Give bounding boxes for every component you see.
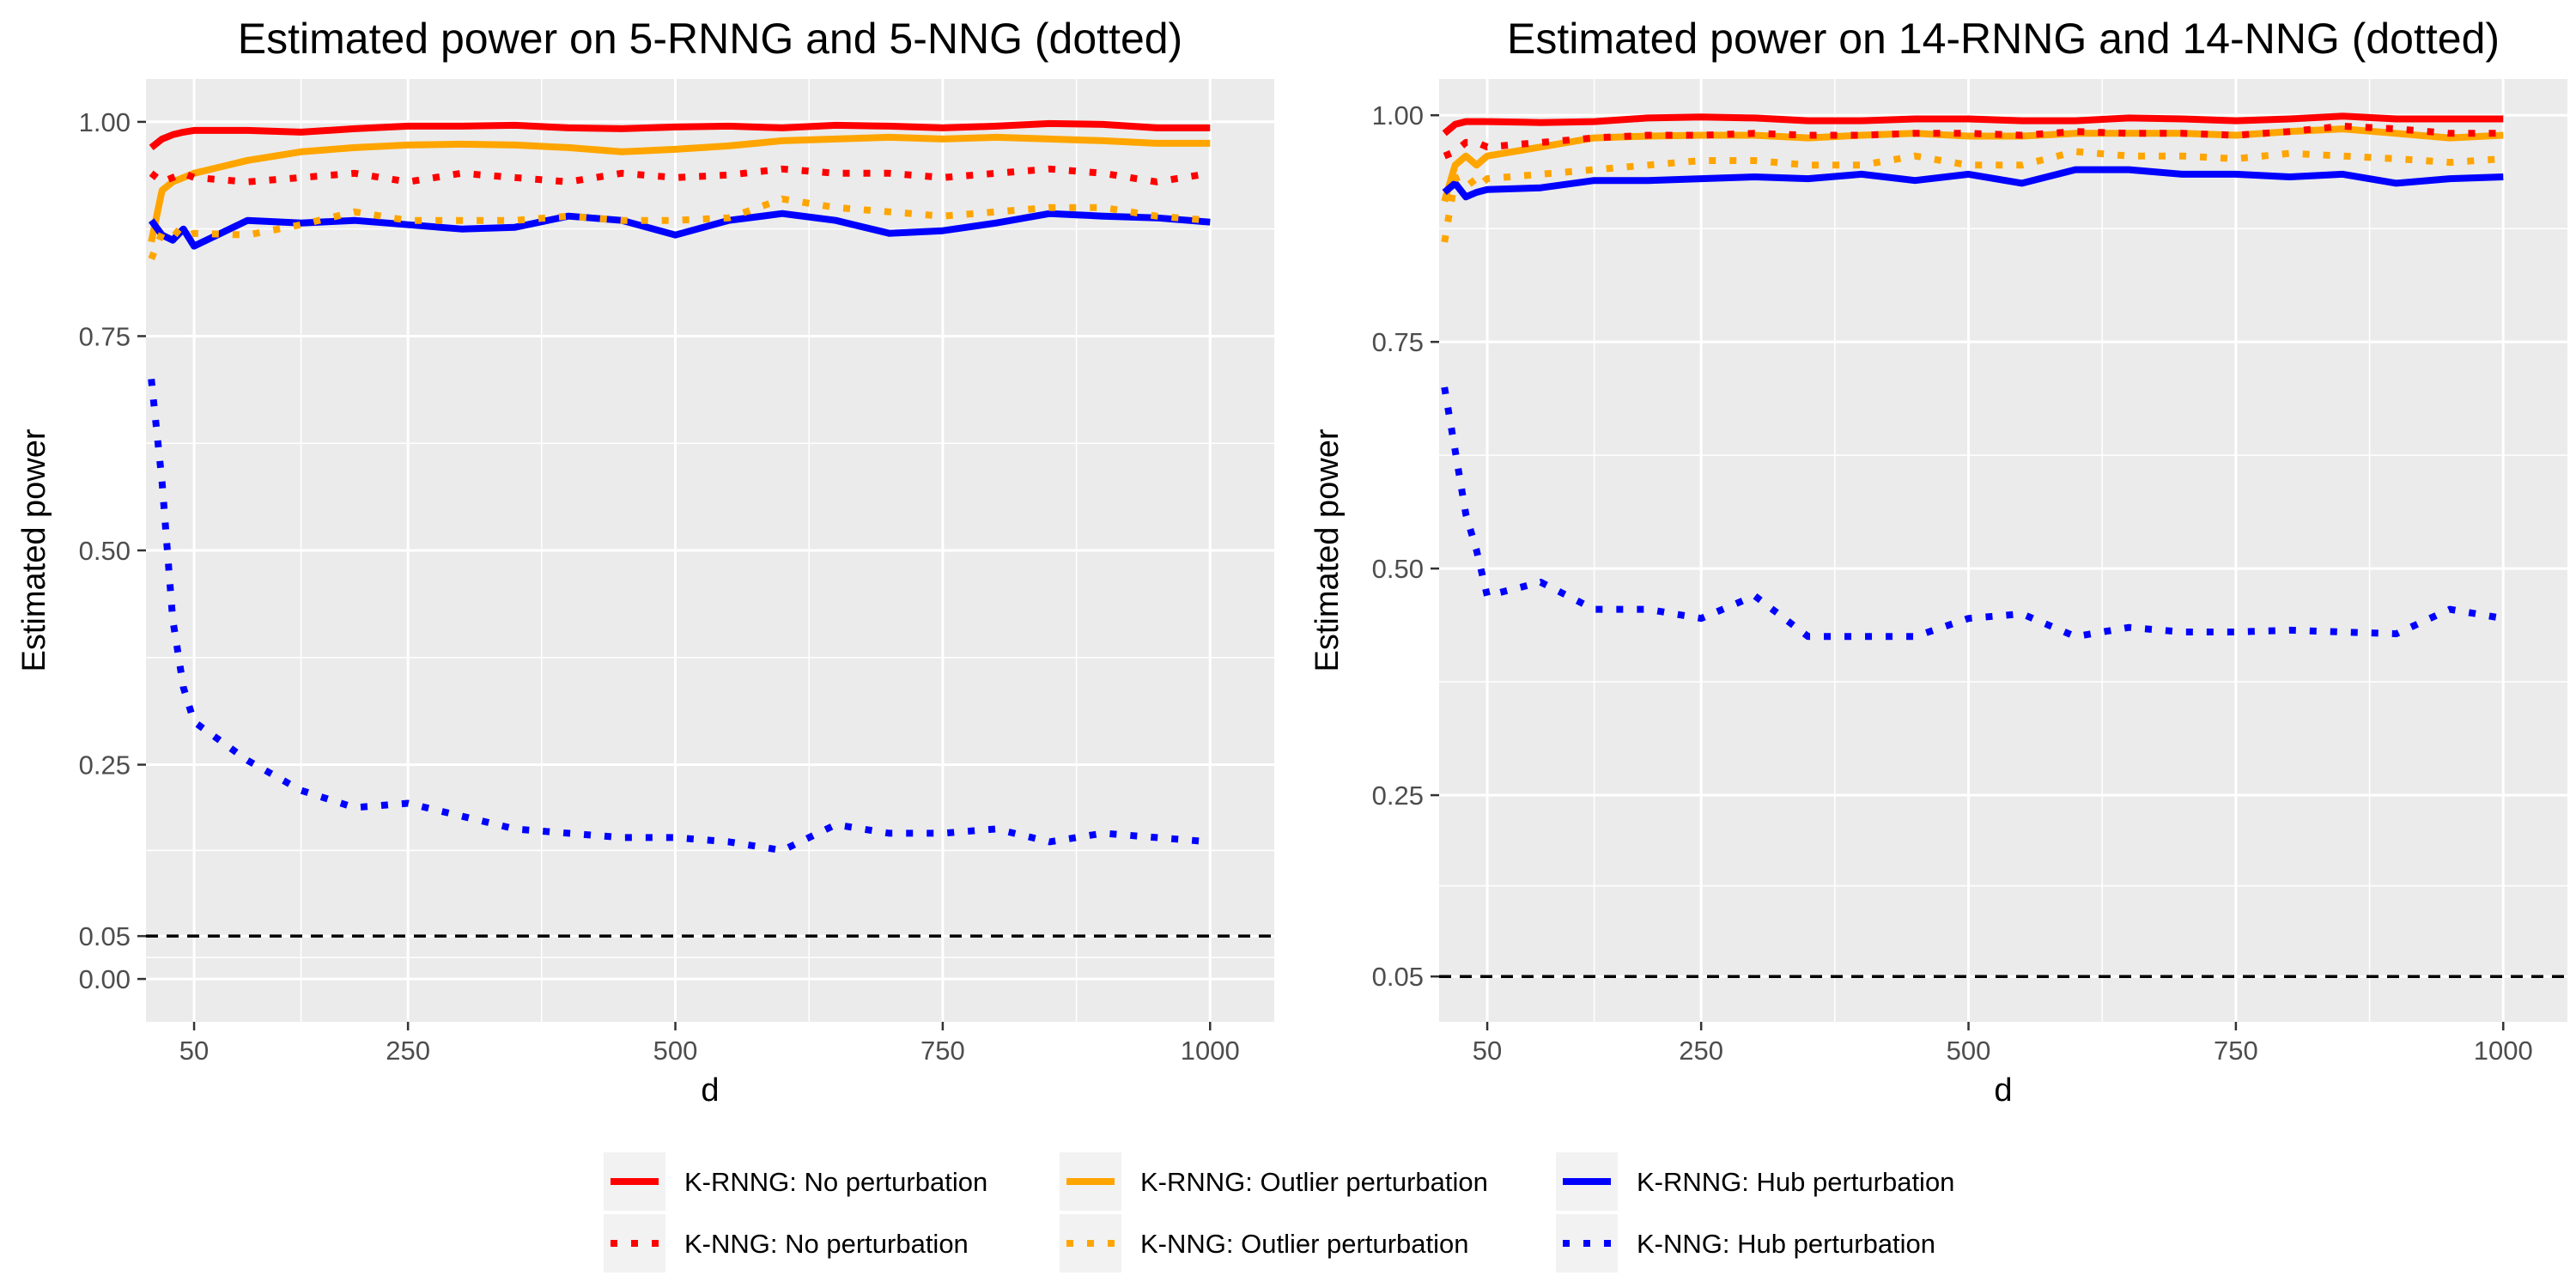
x-tick-label: 500 (1947, 1036, 1991, 1066)
y-tick-label: 0.25 (79, 750, 131, 781)
x-tick-label: 500 (653, 1036, 698, 1066)
series-line-4 (1443, 122, 2504, 160)
x-tick-label: 250 (1679, 1036, 1723, 1066)
x-tick-label: 750 (920, 1036, 965, 1066)
legend-label: K-RNNG: Hub perturbation (1637, 1167, 1954, 1197)
chart-title: Estimated power on 5-RNNG and 5-NNG (dot… (238, 15, 1182, 63)
panel-2: 0.05 0.25 0.50 0.75 1.00 50 250 500 750 1000 Estim… (1309, 15, 2567, 1109)
legend-label: K-NNG: No perturbation (684, 1229, 969, 1259)
y-tick-label: 1.00 (1372, 100, 1424, 131)
legend-label: K-RNNG: No perturbation (684, 1167, 987, 1197)
legend-item-1: K-RNNG: No perturbation (604, 1152, 987, 1211)
series-line-3 (148, 210, 1211, 250)
y-axis-label: Estimated power (16, 428, 52, 671)
x-tick-label: 50 (179, 1036, 209, 1066)
x-axis-label: d (1994, 1072, 2012, 1109)
series-line-2 (1441, 125, 2504, 203)
y-tick-label: 0.50 (79, 536, 131, 566)
y-tick-label: 0.05 (79, 921, 131, 951)
legend-item-2: K-RNNG: Outlier perturbation (1060, 1152, 1488, 1211)
x-tick-label: 50 (1473, 1036, 1502, 1066)
panel-1: 0.00 0.05 0.25 0.50 0.75 1.00 50 250 500 750 1000 E… (16, 15, 1274, 1109)
legend-label: K-NNG: Outlier perturbation (1140, 1229, 1468, 1259)
x-tick-label: 1000 (2474, 1036, 2533, 1066)
x-tick-label: 750 (2214, 1036, 2258, 1066)
y-tick-label: 0.75 (79, 321, 131, 351)
series-line-4 (149, 165, 1211, 185)
legend-label: K-NNG: Hub perturbation (1637, 1229, 1935, 1259)
legend-item-4: K-NNG: No perturbation (604, 1214, 969, 1273)
y-axis-label: Estimated power (1309, 428, 1346, 671)
y-tick-label: 0.50 (1372, 554, 1424, 584)
y-tick-label: 1.00 (79, 107, 131, 137)
legend-item-3: K-RNNG: Hub perturbation (1556, 1152, 1954, 1211)
series-line-6 (1441, 386, 2504, 641)
series-line-5 (148, 195, 1211, 261)
series-line-3 (1442, 166, 2504, 201)
y-tick-label: 0.05 (1372, 962, 1424, 992)
series-line-1 (1442, 112, 2504, 137)
x-tick-label: 250 (386, 1036, 430, 1066)
series-line-5 (1441, 148, 2504, 243)
y-tick-label: 0.75 (1372, 327, 1424, 357)
x-axis-label: d (701, 1072, 719, 1109)
chart-title: Estimated power on 14-RNNG and 14-NNG (d… (1507, 15, 2500, 63)
y-tick-label: 0.25 (1372, 781, 1424, 811)
series-line-1 (149, 119, 1211, 151)
legend-label: K-RNNG: Outlier perturbation (1140, 1167, 1488, 1197)
y-tick-label: 0.00 (79, 964, 131, 994)
legend-item-5: K-NNG: Outlier perturbation (1060, 1214, 1468, 1273)
legend-item-6: K-NNG: Hub perturbation (1556, 1214, 1935, 1273)
x-tick-label: 1000 (1181, 1036, 1240, 1066)
plot-background (1439, 79, 2567, 1022)
